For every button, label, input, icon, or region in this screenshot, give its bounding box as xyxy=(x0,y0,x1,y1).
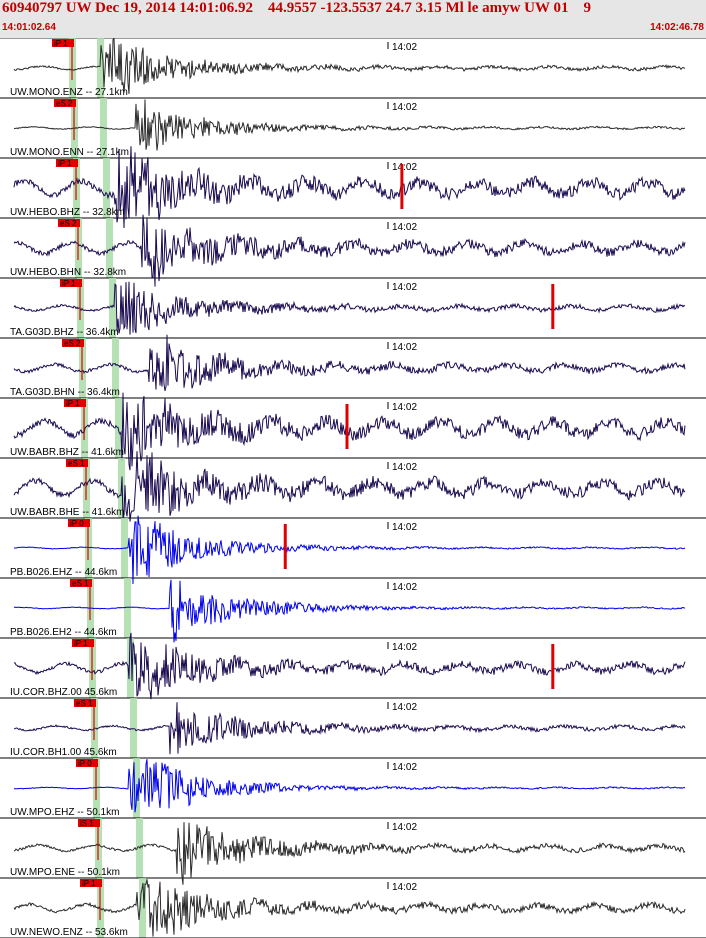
pick-label: iP 1 xyxy=(54,39,68,48)
trace-label: UW.MPO.EHZ -- 50.1km xyxy=(10,807,119,818)
time-tick-label: 14:02 xyxy=(392,582,417,593)
trace-label: UW.MONO.ENZ -- 27.1km xyxy=(10,87,128,98)
trace-label: UW.BABR.BHE -- 41.6km xyxy=(10,507,124,518)
s-window xyxy=(139,878,146,938)
event-title: 60940797 UW Dec 19, 2014 14:01:06.92 44.… xyxy=(2,0,591,16)
time-tick-label: 14:02 xyxy=(392,822,417,833)
s-window xyxy=(112,338,119,398)
waveform xyxy=(13,879,686,937)
waveform xyxy=(13,334,686,392)
s-window xyxy=(97,38,104,98)
waveform xyxy=(13,822,686,885)
pick-flag xyxy=(56,159,78,167)
pick-label: iP 1 xyxy=(66,399,80,408)
pick-flag xyxy=(66,459,88,467)
pick-flag xyxy=(74,699,96,707)
waveform xyxy=(13,632,686,700)
pick-flag xyxy=(62,339,84,347)
glitch-spike xyxy=(283,524,287,569)
waveform xyxy=(13,146,686,229)
pick-label: eS 1 xyxy=(72,579,89,588)
time-tick-label: 14:02 xyxy=(392,282,417,293)
trace-label: TA.G03D.BHZ -- 36.4km xyxy=(10,327,119,338)
trace-label: UW.HEBO.BHZ -- 32.8km xyxy=(10,207,125,218)
time-tick-label: 14:02 xyxy=(392,642,417,653)
glitch-spike xyxy=(400,164,404,209)
pick-flag xyxy=(60,279,82,287)
trace-label: PB.B026.EH2 -- 44.6km xyxy=(10,627,117,638)
waveform xyxy=(13,392,686,471)
pick-flag xyxy=(58,219,80,227)
trace-label: UW.BABR.BHZ -- 41.6km xyxy=(10,447,124,458)
time-tick-label: 14:02 xyxy=(392,342,417,353)
waveform xyxy=(13,38,686,94)
pick-flag xyxy=(76,759,98,767)
waveform xyxy=(13,281,686,335)
waveform xyxy=(13,579,686,643)
time-tick-label: 14:02 xyxy=(392,522,417,533)
end-time: 14:02:46.78 xyxy=(650,22,704,33)
pick-flag xyxy=(64,399,86,407)
waveform xyxy=(13,515,686,585)
pick-label: eS 2 xyxy=(64,339,81,348)
pick-label: iP 1 xyxy=(82,879,96,888)
pick-flag xyxy=(70,579,92,587)
s-window xyxy=(106,218,113,278)
time-tick-label: 14:02 xyxy=(392,462,417,473)
trace-label: UW.NEWO.ENZ -- 53.6km xyxy=(10,927,128,938)
trace-label: UW.MONO.ENN -- 27.1km xyxy=(10,147,129,158)
pick-label: iP 0 xyxy=(70,519,84,528)
trace-label: TA.G03D.BHN -- 36.4km xyxy=(10,387,120,398)
s-window xyxy=(124,578,131,638)
pick-label: iP 1 xyxy=(62,279,76,288)
waveform xyxy=(13,99,686,151)
time-tick-label: 14:02 xyxy=(392,702,417,713)
glitch-spike xyxy=(345,404,349,449)
pick-label: iP 0 xyxy=(78,759,92,768)
trace-label: UW.MPO.ENE -- 50.1km xyxy=(10,867,120,878)
waveform xyxy=(13,702,686,755)
pick-label: eS 1 xyxy=(68,459,85,468)
time-tick-label: 14:02 xyxy=(392,882,417,893)
trace-label: UW.HEBO.BHN -- 32.8km xyxy=(10,267,126,278)
pick-flag xyxy=(80,879,102,887)
waveform xyxy=(13,214,686,287)
pick-label: iP 1 xyxy=(58,159,72,168)
trace-label: PB.B026.EHZ -- 44.6km xyxy=(10,567,117,578)
time-tick-label: 14:02 xyxy=(392,162,417,173)
s-window xyxy=(127,638,134,698)
glitch-spike xyxy=(551,284,555,329)
start-time: 14:01:02.64 xyxy=(2,22,56,33)
pick-flag xyxy=(72,639,94,647)
trace-label: IU.COR.BHZ.00 45.6km xyxy=(10,687,117,698)
pick-label: eS 2 xyxy=(60,219,77,228)
time-tick-label: 14:02 xyxy=(392,402,417,413)
time-tick-label: 14:02 xyxy=(392,222,417,233)
pick-label: eS 2 xyxy=(56,99,73,108)
s-window xyxy=(130,698,137,758)
pick-flag xyxy=(54,99,76,107)
event-header: 60940797 UW Dec 19, 2014 14:01:06.92 44.… xyxy=(0,0,706,39)
glitch-spike xyxy=(551,644,555,689)
time-tick-label: 14:02 xyxy=(392,42,417,53)
pick-label: iP 1 xyxy=(74,639,88,648)
time-tick-label: 14:02 xyxy=(392,762,417,773)
time-tick-label: 14:02 xyxy=(392,102,417,113)
pick-flag xyxy=(68,519,90,527)
pick-flag xyxy=(78,819,100,827)
pick-flag xyxy=(52,39,74,47)
s-window xyxy=(109,278,116,338)
s-window xyxy=(103,158,110,218)
pick-label: iS 1 xyxy=(80,819,94,828)
trace-label: IU.COR.BH1.00 45.6km xyxy=(10,747,117,758)
waveform xyxy=(13,759,686,813)
waveform xyxy=(13,451,686,522)
pick-label: eS 1 xyxy=(76,699,93,708)
